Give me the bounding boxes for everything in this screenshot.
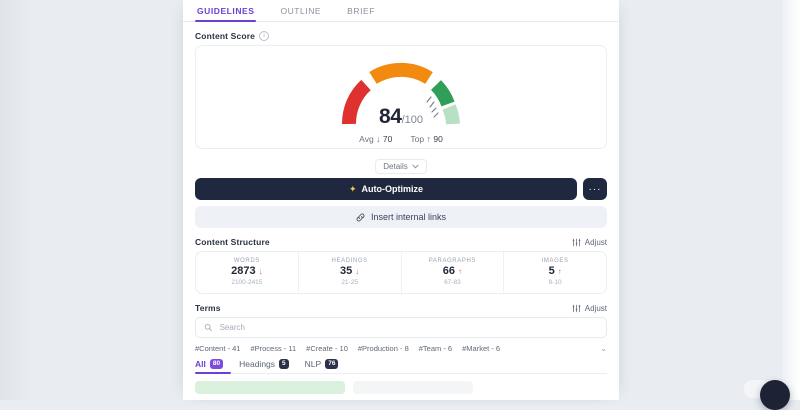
terms-search[interactable] xyxy=(195,317,607,338)
term-row-item[interactable] xyxy=(195,380,345,394)
terms-chip-row: #Content - 41 #Process - 11 #Create - 10… xyxy=(195,344,607,353)
subtab-label: NLP xyxy=(304,359,322,370)
chevron-down-icon xyxy=(412,164,419,169)
sliders-icon xyxy=(572,304,581,312)
arrow-up-icon: ↑ xyxy=(458,266,462,276)
score-top-value: 90 xyxy=(433,134,443,144)
insert-internal-links-label: Insert internal links xyxy=(370,212,447,222)
gauge-wrapper: 84/100 xyxy=(196,52,606,128)
term-chip[interactable]: #Production - 8 xyxy=(357,344,409,353)
content-structure-title: Content Structure xyxy=(195,237,270,247)
tab-outline[interactable]: OUTLINE xyxy=(280,6,322,16)
metric-range: 67-83 xyxy=(444,279,461,286)
content-score-card: 84/100 Avg ↓ 70 Top ↑ 90 xyxy=(195,45,607,149)
score-avg-value: 70 xyxy=(382,134,393,144)
metric-words: WORDS 2873 ↓ 2100-2415 xyxy=(196,252,299,293)
term-chip[interactable]: #Content - 41 xyxy=(195,344,241,353)
term-row-item[interactable] xyxy=(353,380,473,394)
score-gauge: 84/100 xyxy=(335,52,467,128)
metric-value-group: 35 ↓ xyxy=(301,266,399,277)
term-list-clipped xyxy=(195,379,607,395)
metric-value-group: 5 ↑ xyxy=(506,266,604,277)
insert-internal-links-button[interactable]: Insert internal links xyxy=(195,206,607,228)
subtab-count-badge: 5 xyxy=(279,359,289,370)
action-button-row: ✦ Auto-Optimize ··· xyxy=(195,178,607,200)
score-avg-label: Avg xyxy=(359,134,374,144)
page-backdrop-left xyxy=(0,0,30,400)
content-structure-adjust-label: Adjust xyxy=(584,237,607,247)
expand-chips-chevron-icon[interactable]: ⌄ xyxy=(600,344,607,353)
term-chip[interactable]: #Market - 6 xyxy=(462,344,501,353)
metric-range: 21-25 xyxy=(341,279,358,286)
sparkle-icon: ✦ xyxy=(348,183,357,194)
sliders-icon xyxy=(572,238,581,246)
subtab-count-badge: 80 xyxy=(209,359,224,370)
arrow-down-icon: ↓ xyxy=(258,266,263,276)
score-value-group: 84/100 xyxy=(335,106,467,127)
arrow-up-icon: ↑ xyxy=(557,266,562,276)
term-chip[interactable]: #Create - 10 xyxy=(306,344,348,353)
metric-images: IMAGES 5 ↑ 8-10 xyxy=(504,252,606,293)
metric-value: 5 xyxy=(548,265,555,277)
metric-label: WORDS xyxy=(233,258,260,264)
subtab-all[interactable]: All 80 xyxy=(195,359,224,370)
score-avg: Avg ↓ 70 xyxy=(359,134,392,144)
chat-widget-button[interactable] xyxy=(760,380,790,410)
panel-tabs: GUIDELINES OUTLINE BRIEF xyxy=(183,0,619,22)
score-top-label: Top xyxy=(410,134,425,144)
score-benchmarks: Avg ↓ 70 Top ↑ 90 xyxy=(196,134,606,144)
app-stage: GUIDELINES OUTLINE BRIEF Content Score i xyxy=(0,0,800,400)
arrow-down-icon: ↓ xyxy=(376,134,381,144)
metric-range: 8-10 xyxy=(548,279,562,286)
details-button[interactable]: Details xyxy=(375,159,427,174)
term-chip[interactable]: #Team - 6 xyxy=(418,344,453,353)
subtab-count-badge: 76 xyxy=(325,359,339,370)
page-backdrop-right xyxy=(782,0,800,400)
metric-value: 35 xyxy=(340,265,353,277)
score-top: Top ↑ 90 xyxy=(410,134,442,144)
terms-adjust-button[interactable]: Adjust xyxy=(572,304,607,313)
more-options-button[interactable]: ··· xyxy=(583,178,607,200)
terms-header: Terms Adjust xyxy=(183,294,619,317)
terms-title: Terms xyxy=(195,303,221,313)
subtab-headings[interactable]: Headings 5 xyxy=(239,359,289,370)
score-denominator: /100 xyxy=(401,114,423,126)
metric-label: HEADINGS xyxy=(331,258,368,264)
content-structure-card: WORDS 2873 ↓ 2100-2415 HEADINGS 35 ↓ 21-… xyxy=(195,251,607,294)
terms-subtabs: All 80 Headings 5 NLP 76 xyxy=(195,359,607,375)
terms-adjust-label: Adjust xyxy=(584,303,607,313)
guidelines-panel: GUIDELINES OUTLINE BRIEF Content Score i xyxy=(183,0,619,400)
search-input[interactable] xyxy=(217,322,598,333)
arrow-down-icon: ↓ xyxy=(355,266,360,276)
info-icon[interactable]: i xyxy=(259,31,270,41)
metric-paragraphs: PARAGRAPHS 66 ↑ 67-83 xyxy=(402,252,505,293)
content-structure-header: Content Structure Adjust xyxy=(183,228,619,251)
tab-brief[interactable]: BRIEF xyxy=(347,6,375,16)
term-chip[interactable]: #Process - 11 xyxy=(250,344,297,353)
content-structure-adjust-button[interactable]: Adjust xyxy=(572,238,607,247)
details-row: Details xyxy=(183,153,619,174)
metric-label: PARAGRAPHS xyxy=(428,258,476,264)
subtab-label: All xyxy=(195,359,206,370)
auto-optimize-label: Auto-Optimize xyxy=(361,184,424,194)
metric-value: 2873 xyxy=(231,265,256,277)
subtab-nlp[interactable]: NLP 76 xyxy=(304,359,339,370)
metric-value-group: 2873 ↓ xyxy=(198,266,296,277)
gauge-svg xyxy=(341,62,460,125)
arrow-up-icon: ↑ xyxy=(426,134,431,144)
subtab-label: Headings xyxy=(239,359,276,370)
auto-optimize-button[interactable]: ✦ Auto-Optimize xyxy=(195,178,577,200)
content-score-header: Content Score i xyxy=(183,22,619,45)
metric-label: IMAGES xyxy=(541,258,569,264)
link-icon xyxy=(356,213,365,221)
search-icon xyxy=(204,323,212,332)
metric-range: 2100-2415 xyxy=(231,279,263,286)
metric-value-group: 66 ↑ xyxy=(404,266,502,277)
metric-value: 66 xyxy=(442,265,455,277)
details-label: Details xyxy=(383,162,408,171)
content-score-title: Content Score xyxy=(195,31,256,41)
tab-guidelines[interactable]: GUIDELINES xyxy=(195,4,257,22)
metric-headings: HEADINGS 35 ↓ 21-25 xyxy=(299,252,402,293)
score-value: 84 xyxy=(379,105,402,128)
